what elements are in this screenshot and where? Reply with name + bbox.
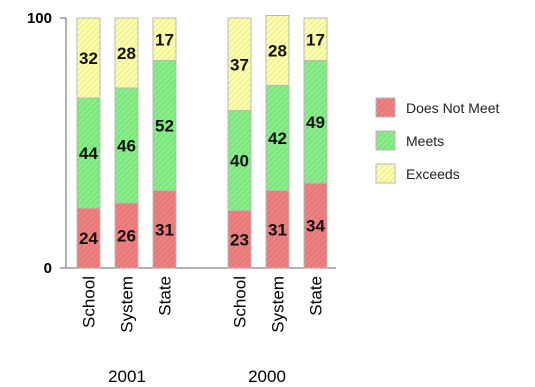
bar-segment-exceeds-hatch <box>266 15 289 86</box>
bar-segment-exceeds-hatch <box>77 18 100 98</box>
category-label: State <box>156 276 175 316</box>
y-tick-label: 100 <box>27 10 52 27</box>
bar-value-label: 31 <box>155 220 174 239</box>
bar-segment-meets-hatch <box>153 60 176 191</box>
bar-value-label: 44 <box>79 144 98 163</box>
bar-value-label: 23 <box>230 230 249 249</box>
bar-value-label: 28 <box>268 42 287 61</box>
bar-value-label: 17 <box>155 30 174 49</box>
bar-value-label: 46 <box>117 137 136 156</box>
bar-value-label: 37 <box>230 55 249 74</box>
bar-value-label: 52 <box>155 117 174 136</box>
bar-value-label: 26 <box>117 227 136 246</box>
legend: Does Not Meet Meets Exceeds <box>375 97 499 184</box>
bar-segment-exceeds-hatch <box>304 18 327 61</box>
legend-swatch-hatch <box>376 98 395 117</box>
legend-swatch-hatch <box>376 164 395 183</box>
bar-segment-meets-hatch <box>228 110 251 211</box>
legend-label: Does Not Meet <box>406 100 499 116</box>
category-label: School <box>231 276 250 328</box>
legend-label: Meets <box>406 133 444 149</box>
bar-segment-does-not-meet-hatch <box>266 190 289 268</box>
bar-value-label: 49 <box>306 113 325 132</box>
group-label: 2000 <box>248 367 286 386</box>
bar-segment-does-not-meet-hatch <box>153 190 176 268</box>
bar-value-label: 28 <box>117 44 136 63</box>
bar-value-label: 34 <box>306 217 325 236</box>
bar-segment-meets-hatch <box>77 98 100 208</box>
category-label: System <box>269 276 288 333</box>
legend-label: Exceeds <box>406 166 460 182</box>
bar-value-label: 17 <box>306 30 325 49</box>
bar-segment-does-not-meet-hatch <box>115 203 138 268</box>
bar-value-label: 42 <box>268 129 287 148</box>
category-label: School <box>80 276 99 328</box>
category-label: State <box>307 276 326 316</box>
bar-segment-exceeds-hatch <box>153 18 176 61</box>
group-label: 2001 <box>108 367 146 386</box>
legend-swatch-hatch <box>376 131 395 150</box>
bar-segment-exceeds-hatch <box>228 18 251 111</box>
bar-segment-does-not-meet-hatch <box>304 183 327 268</box>
bar-segment-meets-hatch <box>304 60 327 183</box>
bar-value-label: 40 <box>230 152 249 171</box>
bar-value-label: 32 <box>79 49 98 68</box>
bar-segment-meets-hatch <box>115 88 138 203</box>
bar-value-label: 24 <box>79 229 98 248</box>
bar-segment-exceeds-hatch <box>115 18 138 88</box>
y-tick-label: 0 <box>44 260 52 277</box>
bar-value-label: 31 <box>268 220 287 239</box>
bar-segment-meets-hatch <box>266 85 289 191</box>
bar-segment-does-not-meet-hatch <box>228 210 251 268</box>
bar-segment-does-not-meet-hatch <box>77 208 100 268</box>
category-label: System <box>118 276 137 333</box>
